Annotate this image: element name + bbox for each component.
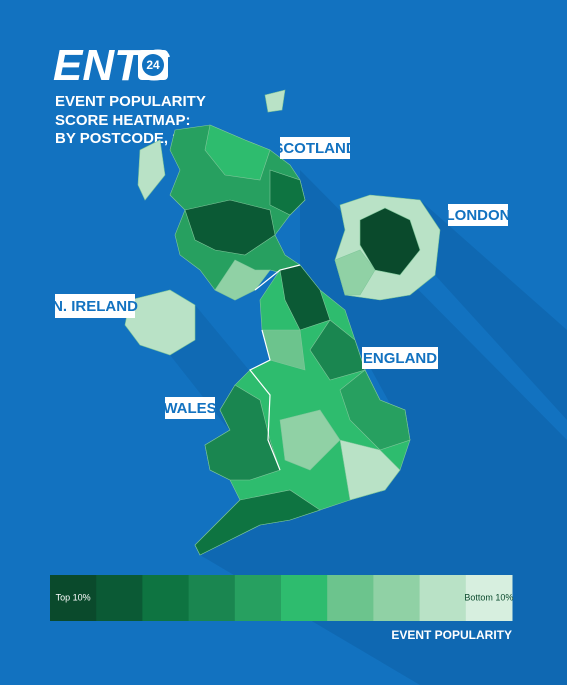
region-label: SCOTLAND <box>273 140 356 157</box>
legend-swatch <box>373 575 421 621</box>
label-box <box>55 294 135 318</box>
n-ireland <box>124 289 196 356</box>
subtitle: BY POSTCODE, 2016 <box>55 130 206 147</box>
legend-label: Bottom 10% <box>464 592 513 602</box>
region <box>269 169 306 216</box>
map-shadow <box>200 170 567 685</box>
legend-swatch <box>465 575 513 621</box>
logo-badge-circle <box>142 54 164 76</box>
region <box>359 207 421 276</box>
region <box>339 439 401 501</box>
legend-swatch <box>96 575 143 621</box>
region <box>204 124 271 181</box>
inset-shadow <box>420 200 567 420</box>
region <box>279 409 341 471</box>
legend: Top 10% Bottom 10% <box>50 575 513 621</box>
legend-swatch <box>327 575 374 621</box>
wales-border <box>249 329 281 471</box>
region <box>194 489 321 556</box>
region <box>184 199 276 256</box>
region-label: LONDON <box>446 207 511 224</box>
region <box>339 369 411 451</box>
legend-label: Top 10% <box>56 592 91 602</box>
region <box>334 249 376 296</box>
label-box <box>448 204 508 226</box>
region <box>214 259 271 301</box>
title-line: SCORE HEATMAP: <box>55 112 191 129</box>
logo-badge-text: 24 <box>146 58 160 72</box>
label-box <box>362 347 438 369</box>
scotland-border <box>254 264 301 291</box>
hebrides <box>137 139 166 201</box>
legend-swatch <box>142 575 190 621</box>
orkney <box>264 89 286 113</box>
region <box>309 319 366 381</box>
legend-title: EVENT POPULARITY <box>391 628 512 642</box>
map <box>124 89 441 556</box>
legend-swatch <box>419 575 467 621</box>
legend-swatch <box>50 575 97 621</box>
region-label: WALES <box>163 400 216 417</box>
legend-swatch <box>188 575 236 621</box>
label-box <box>165 397 215 419</box>
region-label: ENGLAND <box>363 350 437 367</box>
legend-swatch <box>234 575 282 621</box>
label-box <box>280 137 350 159</box>
wales <box>204 384 281 481</box>
region-label: N. IRELAND <box>52 298 138 315</box>
title-line: EVENT POPULARITY <box>55 93 206 110</box>
legend-swatch <box>281 575 328 621</box>
